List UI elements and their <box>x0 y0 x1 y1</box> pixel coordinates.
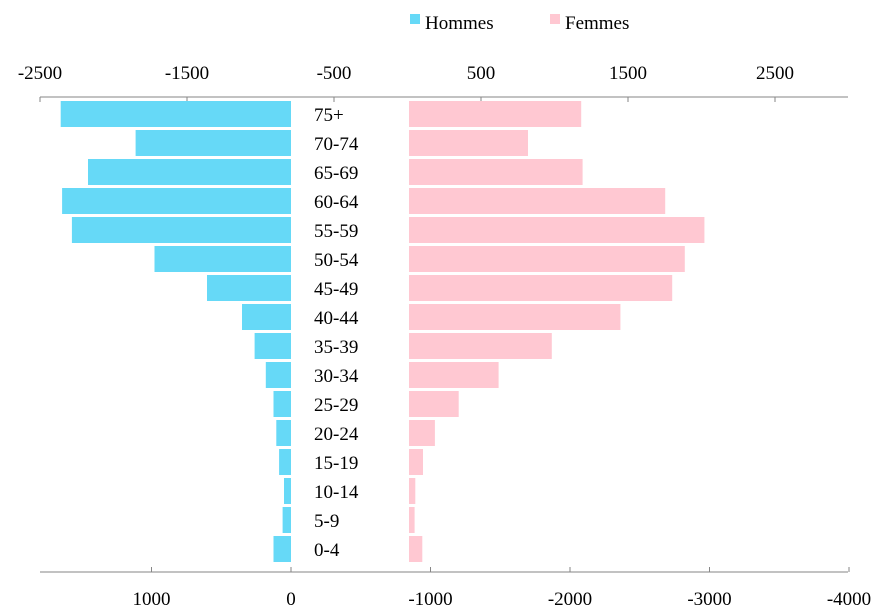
top-axis: -2500 -1500 -500 500 1500 2500 <box>18 63 848 102</box>
top-axis-tick-label: -2500 <box>18 63 62 84</box>
bottom-axis-tick-label: 0 <box>286 589 296 610</box>
bar-femmes <box>409 101 582 127</box>
category-label: 50-54 <box>314 250 359 271</box>
category-label: 70-74 <box>314 134 359 155</box>
bar-femmes <box>409 449 423 475</box>
bar-hommes <box>207 275 291 301</box>
bottom-axis-tick-label: -3000 <box>687 589 731 610</box>
bar-hommes <box>62 188 291 214</box>
bar-hommes <box>242 304 291 330</box>
legend-swatch <box>410 14 420 24</box>
bar-hommes <box>273 391 291 417</box>
bar-femmes <box>409 507 415 533</box>
legend-swatch <box>550 14 560 24</box>
bottom-axis: 1000 0 -1000 -2000 -3000 -4000 <box>40 567 871 610</box>
bar-femmes <box>409 478 416 504</box>
top-axis-tick-label: 2500 <box>756 63 794 84</box>
bar-femmes <box>409 217 705 243</box>
category-label: 25-29 <box>314 395 358 416</box>
category-label: 0-4 <box>314 540 340 561</box>
bar-hommes <box>88 159 291 185</box>
category-label: 55-59 <box>314 221 358 242</box>
bottom-axis-tick-label: 1000 <box>133 589 171 610</box>
bar-hommes <box>154 246 291 272</box>
bar-hommes <box>273 536 291 562</box>
category-label: 5-9 <box>314 511 339 532</box>
bottom-axis-tick-label: -2000 <box>548 589 592 610</box>
top-axis-tick-label: 1500 <box>609 63 647 84</box>
bar-femmes <box>409 420 435 446</box>
bar-hommes <box>254 333 291 359</box>
bar-hommes <box>276 420 291 446</box>
category-label: 60-64 <box>314 192 359 213</box>
category-label: 30-34 <box>314 366 359 387</box>
legend: Hommes Femmes <box>410 13 629 34</box>
bar-femmes <box>409 246 685 272</box>
bar-femmes <box>409 536 423 562</box>
bars <box>60 101 705 562</box>
bar-femmes <box>409 188 666 214</box>
category-label: 75+ <box>314 105 344 126</box>
top-axis-tick-label: -1500 <box>165 63 209 84</box>
bottom-axis-tick-label: -1000 <box>408 589 452 610</box>
category-label: 40-44 <box>314 308 359 329</box>
category-label: 35-39 <box>314 337 358 358</box>
bar-femmes <box>409 391 459 417</box>
bar-hommes <box>71 217 292 243</box>
top-axis-tick-label: 500 <box>467 63 496 84</box>
legend-label: Hommes <box>425 13 494 34</box>
bar-hommes <box>135 130 291 156</box>
category-label: 15-19 <box>314 453 358 474</box>
bottom-axis-tick-label: -4000 <box>827 589 871 610</box>
category-label: 65-69 <box>314 163 358 184</box>
bar-hommes <box>279 449 291 475</box>
category-label: 45-49 <box>314 279 358 300</box>
category-label: 10-14 <box>314 482 359 503</box>
top-axis-tick-label: -500 <box>317 63 352 84</box>
bar-hommes <box>265 362 291 388</box>
category-label: 20-24 <box>314 424 359 445</box>
legend-label: Femmes <box>565 13 629 34</box>
bar-femmes <box>409 304 621 330</box>
bar-femmes <box>409 275 673 301</box>
bar-femmes <box>409 159 583 185</box>
bar-hommes <box>282 507 291 533</box>
bar-femmes <box>409 333 552 359</box>
bar-femmes <box>409 130 528 156</box>
bar-hommes <box>60 101 292 127</box>
bar-femmes <box>409 362 499 388</box>
category-labels: 75+ 70-74 65-69 60-64 55-59 50-54 45-49 40-44 35… <box>314 105 359 561</box>
bar-hommes <box>284 478 291 504</box>
